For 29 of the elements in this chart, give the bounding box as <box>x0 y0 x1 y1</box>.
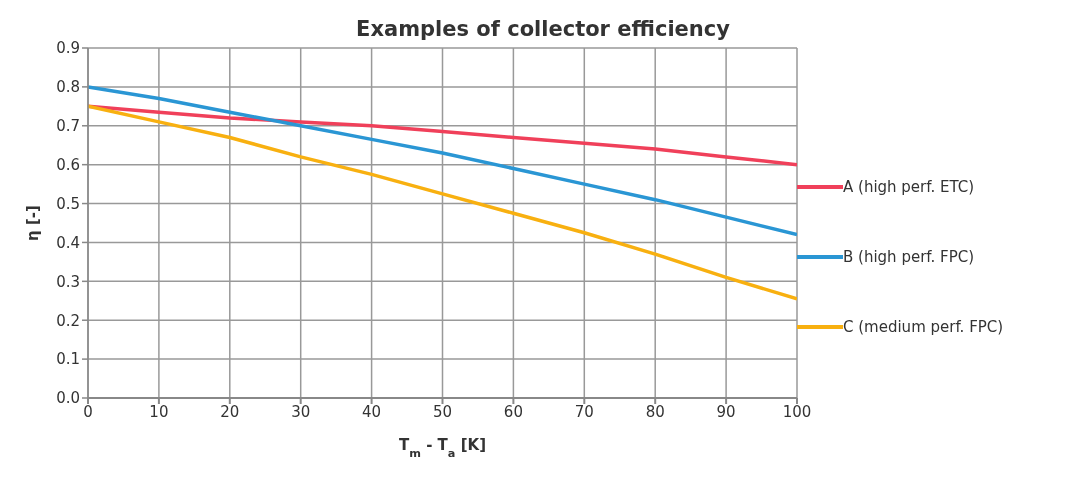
line-series <box>88 104 797 301</box>
y-tick-label: 0.7 <box>56 117 80 136</box>
x-axis-title: T$_{m}$ - T$_{a}$ [K] <box>398 436 487 460</box>
legend-label: B (high perf. FPC) <box>843 248 975 266</box>
x-tick-label: 40 <box>362 402 382 421</box>
x-tick-label: 100 <box>782 402 812 421</box>
x-tick-label: 30 <box>291 402 311 421</box>
x-tick-label: 80 <box>645 402 665 421</box>
legend-label: C (medium perf. FPC) <box>843 318 1004 336</box>
y-axis-title: η [-] <box>24 205 42 241</box>
y-tick-label: 0.5 <box>56 194 80 213</box>
y-tick-label: 0.3 <box>56 272 80 291</box>
y-tick-label: 0.9 <box>56 39 80 58</box>
chart-title: Examples of collector efficiency <box>356 17 731 41</box>
x-tick-label: 90 <box>716 402 736 421</box>
y-tick-label: 0.1 <box>56 350 80 369</box>
y-tick-label: 0.6 <box>56 155 80 174</box>
x-tick-label: 60 <box>503 402 523 421</box>
x-tick-label: 70 <box>574 402 594 421</box>
x-tick-label: 10 <box>149 402 169 421</box>
y-tick-label: 0.8 <box>56 78 80 97</box>
legend-label: A (high perf. ETC) <box>843 178 975 196</box>
x-tick-label: 0 <box>83 402 93 421</box>
y-tick-label: 0.4 <box>56 233 80 252</box>
y-tick-label: 0.0 <box>56 389 80 408</box>
x-tick-label: 20 <box>220 402 240 421</box>
x-tick-label: 50 <box>432 402 453 421</box>
y-tick-label: 0.2 <box>56 311 80 330</box>
line-series <box>88 85 797 237</box>
